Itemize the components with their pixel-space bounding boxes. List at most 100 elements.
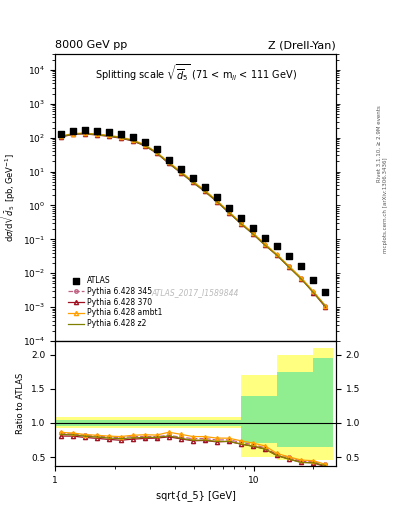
ATLAS — [81, 126, 88, 135]
Pythia 6.428 z2 — [59, 134, 63, 140]
ATLAS — [250, 224, 256, 232]
X-axis label: sqrt{d_5} [GeV]: sqrt{d_5} [GeV] — [156, 490, 235, 501]
Pythia 6.428 370 — [323, 304, 328, 310]
ATLAS — [70, 127, 76, 135]
Pythia 6.428 ambt1 — [239, 220, 243, 226]
Pythia 6.428 345 — [251, 230, 255, 237]
Pythia 6.428 ambt1 — [178, 168, 183, 175]
Pythia 6.428 370 — [178, 170, 183, 176]
Pythia 6.428 370 — [239, 221, 243, 227]
Pythia 6.428 ambt1 — [142, 142, 147, 148]
Pythia 6.428 370 — [311, 289, 316, 295]
Pythia 6.428 ambt1 — [323, 303, 328, 309]
Pythia 6.428 370 — [215, 199, 219, 205]
Pythia 6.428 345 — [202, 188, 207, 194]
ATLAS — [214, 193, 220, 201]
ATLAS — [298, 262, 305, 270]
Pythia 6.428 ambt1 — [70, 131, 75, 137]
Pythia 6.428 ambt1 — [154, 150, 159, 156]
Pythia 6.428 z2 — [70, 131, 75, 137]
Pythia 6.428 z2 — [142, 142, 147, 148]
Pythia 6.428 370 — [59, 134, 63, 140]
Pythia 6.428 ambt1 — [118, 134, 123, 140]
Line: Pythia 6.428 345: Pythia 6.428 345 — [59, 132, 327, 308]
Pythia 6.428 z2 — [202, 188, 207, 195]
Pythia 6.428 370 — [82, 131, 87, 137]
Pythia 6.428 ambt1 — [166, 159, 171, 165]
Line: Pythia 6.428 ambt1: Pythia 6.428 ambt1 — [59, 131, 327, 308]
Pythia 6.428 ambt1 — [215, 198, 219, 204]
Pythia 6.428 z2 — [299, 276, 304, 282]
Pythia 6.428 345 — [263, 242, 267, 248]
Pythia 6.428 370 — [106, 133, 111, 139]
Pythia 6.428 ambt1 — [287, 263, 292, 269]
Pythia 6.428 370 — [275, 252, 279, 259]
ATLAS — [178, 165, 184, 173]
Pythia 6.428 z2 — [118, 135, 123, 141]
Text: Rivet 3.1.10, ≥ 2.9M events: Rivet 3.1.10, ≥ 2.9M events — [377, 105, 382, 182]
Pythia 6.428 345 — [94, 132, 99, 138]
ATLAS — [58, 130, 64, 138]
Pythia 6.428 345 — [166, 160, 171, 166]
Pythia 6.428 ambt1 — [94, 131, 99, 137]
Pythia 6.428 370 — [226, 209, 231, 216]
Pythia 6.428 ambt1 — [191, 178, 195, 184]
Pythia 6.428 z2 — [94, 132, 99, 138]
Y-axis label: Ratio to ATLAS: Ratio to ATLAS — [17, 373, 26, 434]
Pythia 6.428 345 — [323, 303, 328, 309]
Line: Pythia 6.428 370: Pythia 6.428 370 — [59, 132, 327, 309]
Pythia 6.428 ambt1 — [311, 288, 316, 294]
Pythia 6.428 370 — [118, 135, 123, 141]
Legend: ATLAS, Pythia 6.428 345, Pythia 6.428 370, Pythia 6.428 ambt1, Pythia 6.428 z2: ATLAS, Pythia 6.428 345, Pythia 6.428 37… — [64, 273, 166, 331]
Pythia 6.428 370 — [202, 188, 207, 195]
Pythia 6.428 z2 — [323, 303, 328, 309]
Text: ATLAS_2017_I1589844: ATLAS_2017_I1589844 — [152, 288, 239, 296]
Pythia 6.428 370 — [251, 231, 255, 237]
Pythia 6.428 345 — [191, 179, 195, 185]
Pythia 6.428 ambt1 — [263, 241, 267, 247]
Pythia 6.428 370 — [287, 264, 292, 270]
ATLAS — [310, 275, 316, 284]
ATLAS — [274, 242, 280, 250]
ATLAS — [105, 128, 112, 136]
Pythia 6.428 ambt1 — [275, 251, 279, 258]
Pythia 6.428 z2 — [287, 264, 292, 270]
ATLAS — [94, 127, 100, 135]
Pythia 6.428 z2 — [275, 252, 279, 259]
Pythia 6.428 345 — [142, 142, 147, 148]
Pythia 6.428 370 — [166, 160, 171, 166]
ATLAS — [141, 138, 148, 146]
Text: mcplots.cern.ch [arXiv:1306.3436]: mcplots.cern.ch [arXiv:1306.3436] — [383, 157, 387, 252]
ATLAS — [322, 288, 329, 296]
ATLAS — [118, 130, 124, 138]
Pythia 6.428 z2 — [191, 179, 195, 185]
Pythia 6.428 z2 — [226, 209, 231, 216]
Pythia 6.428 345 — [287, 263, 292, 269]
ATLAS — [286, 252, 292, 260]
Pythia 6.428 z2 — [82, 131, 87, 137]
Pythia 6.428 345 — [82, 130, 87, 136]
ATLAS — [154, 145, 160, 154]
Pythia 6.428 345 — [106, 133, 111, 139]
Pythia 6.428 ambt1 — [226, 208, 231, 215]
Text: Splitting scale $\sqrt{\overline{d}_5}$ (71 < m$_{ll}$ < 111 GeV): Splitting scale $\sqrt{\overline{d}_5}$ … — [95, 62, 296, 83]
Pythia 6.428 z2 — [166, 160, 171, 166]
Y-axis label: $\mathrm{d}\sigma/\mathrm{d}\sqrt{\bar{d}_5}\ \mathrm{[pb,GeV^{-1}]}$: $\mathrm{d}\sigma/\mathrm{d}\sqrt{\bar{d… — [0, 153, 17, 242]
Pythia 6.428 z2 — [154, 150, 159, 156]
Pythia 6.428 z2 — [311, 289, 316, 295]
Pythia 6.428 345 — [275, 252, 279, 258]
Pythia 6.428 z2 — [263, 242, 267, 248]
Pythia 6.428 345 — [226, 209, 231, 215]
Pythia 6.428 345 — [154, 150, 159, 156]
ATLAS — [190, 174, 196, 182]
Pythia 6.428 370 — [263, 242, 267, 248]
ATLAS — [238, 214, 244, 222]
ATLAS — [130, 133, 136, 141]
Pythia 6.428 z2 — [251, 231, 255, 237]
Pythia 6.428 z2 — [130, 138, 135, 144]
ATLAS — [202, 183, 208, 191]
Pythia 6.428 370 — [299, 276, 304, 282]
Pythia 6.428 370 — [130, 138, 135, 144]
Pythia 6.428 345 — [59, 133, 63, 139]
Pythia 6.428 345 — [178, 169, 183, 176]
